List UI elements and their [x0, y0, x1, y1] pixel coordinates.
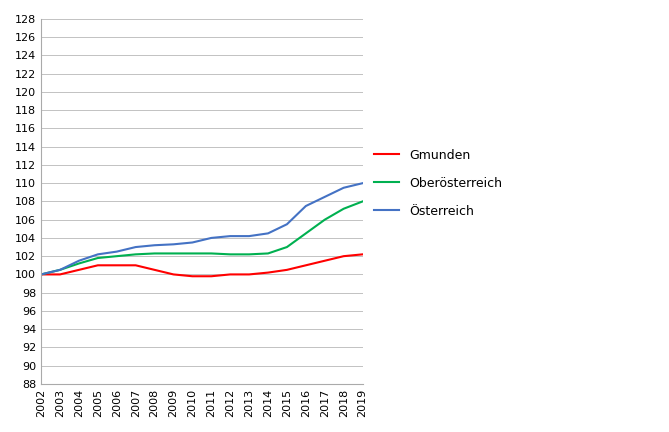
Österreich: [320, 194, 328, 200]
Österreich: [37, 272, 45, 277]
Oberösterreich: [359, 199, 367, 204]
Oberösterreich: [320, 217, 328, 222]
Gmunden: [340, 254, 348, 259]
Österreich: [113, 249, 121, 254]
Gmunden: [169, 272, 177, 277]
Gmunden: [264, 270, 272, 275]
Oberösterreich: [189, 251, 197, 256]
Österreich: [283, 222, 291, 227]
Österreich: [226, 234, 234, 239]
Gmunden: [56, 272, 64, 277]
Gmunden: [151, 267, 159, 273]
Österreich: [132, 245, 140, 250]
Oberösterreich: [302, 231, 310, 236]
Gmunden: [132, 263, 140, 268]
Österreich: [151, 243, 159, 248]
Oberösterreich: [283, 245, 291, 250]
Gmunden: [283, 267, 291, 273]
Oberösterreich: [169, 251, 177, 256]
Gmunden: [75, 267, 83, 273]
Legend: Gmunden, Oberösterreich, Österreich: Gmunden, Oberösterreich, Österreich: [369, 144, 507, 223]
Oberösterreich: [75, 261, 83, 266]
Oberösterreich: [37, 272, 45, 277]
Österreich: [189, 240, 197, 245]
Line: Österreich: Österreich: [41, 183, 363, 274]
Oberösterreich: [226, 252, 234, 257]
Oberösterreich: [113, 254, 121, 259]
Gmunden: [207, 273, 215, 279]
Line: Gmunden: Gmunden: [41, 254, 363, 276]
Österreich: [302, 203, 310, 209]
Österreich: [359, 181, 367, 186]
Österreich: [340, 185, 348, 191]
Oberösterreich: [56, 267, 64, 273]
Gmunden: [113, 263, 121, 268]
Oberösterreich: [245, 252, 253, 257]
Oberösterreich: [151, 251, 159, 256]
Gmunden: [245, 272, 253, 277]
Österreich: [264, 231, 272, 236]
Österreich: [207, 235, 215, 241]
Österreich: [245, 234, 253, 239]
Gmunden: [94, 263, 102, 268]
Österreich: [56, 267, 64, 273]
Österreich: [94, 252, 102, 257]
Gmunden: [320, 258, 328, 264]
Gmunden: [359, 252, 367, 257]
Gmunden: [189, 273, 197, 279]
Oberösterreich: [340, 206, 348, 211]
Gmunden: [37, 272, 45, 277]
Oberösterreich: [207, 251, 215, 256]
Oberösterreich: [264, 251, 272, 256]
Gmunden: [226, 272, 234, 277]
Österreich: [169, 242, 177, 247]
Line: Oberösterreich: Oberösterreich: [41, 201, 363, 274]
Oberösterreich: [132, 252, 140, 257]
Gmunden: [302, 263, 310, 268]
Österreich: [75, 258, 83, 264]
Oberösterreich: [94, 255, 102, 260]
